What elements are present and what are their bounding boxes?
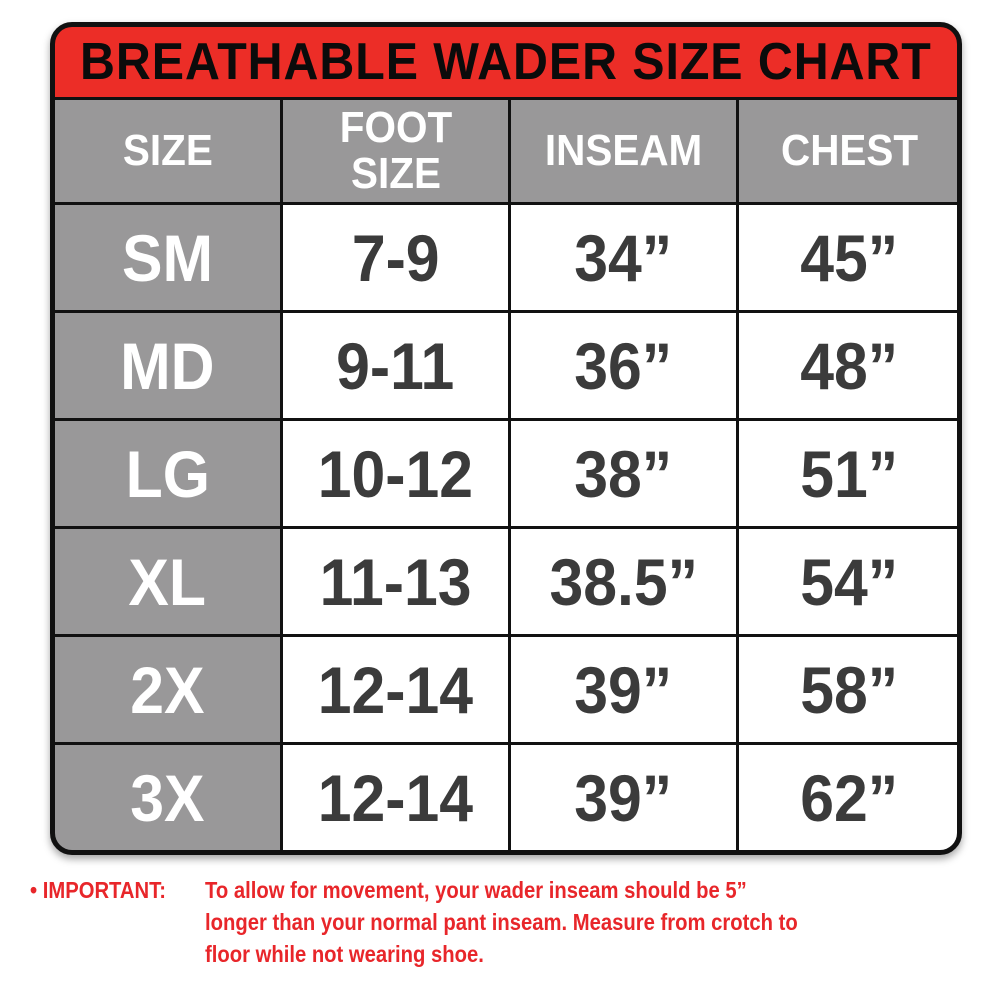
chest-cell: 48”: [739, 313, 957, 418]
size-cell: 3X: [55, 745, 280, 850]
chest-cell: 58”: [739, 637, 957, 742]
header-label: SIZE: [122, 126, 213, 175]
foot-size-cell-value: 7-9: [351, 220, 440, 295]
header-inseam: INSEAM: [511, 100, 736, 202]
size-cell-value: SM: [121, 220, 214, 295]
inseam-cell-value: 39”: [574, 652, 673, 727]
foot-size-cell: 12-14: [283, 637, 508, 742]
foot-size-cell-value: 9-11: [336, 328, 455, 403]
size-cell: SM: [55, 205, 280, 310]
size-cell-value: MD: [120, 328, 215, 403]
header-label: CHEST: [780, 126, 919, 175]
size-cell-value: 3X: [130, 760, 205, 835]
note-line: longer than your normal pant inseam. Mea…: [205, 909, 798, 935]
inseam-cell: 38.5”: [511, 529, 736, 634]
header-size: SIZE: [55, 100, 280, 202]
size-cell: LG: [55, 421, 280, 526]
chest-cell-value: 54”: [800, 544, 899, 619]
foot-size-cell: 9-11: [283, 313, 508, 418]
chest-cell: 45”: [739, 205, 957, 310]
header-foot-size: FOOT SIZE: [283, 100, 508, 202]
inseam-cell-value: 38.5”: [549, 544, 698, 619]
chest-cell-value: 58”: [800, 652, 899, 727]
bullet: •: [30, 877, 38, 903]
inseam-cell-value: 36”: [574, 328, 673, 403]
foot-size-cell: 10-12: [283, 421, 508, 526]
foot-size-cell: 7-9: [283, 205, 508, 310]
inseam-cell: 38”: [511, 421, 736, 526]
size-cell: MD: [55, 313, 280, 418]
chest-cell: 51”: [739, 421, 957, 526]
inseam-cell: 39”: [511, 637, 736, 742]
foot-size-cell: 12-14: [283, 745, 508, 850]
size-cell: 2X: [55, 637, 280, 742]
chest-cell-value: 45”: [800, 220, 899, 295]
note-line: floor while not wearing shoe.: [205, 941, 484, 967]
inseam-cell: 34”: [511, 205, 736, 310]
chest-cell-value: 51”: [800, 436, 899, 511]
inseam-cell: 39”: [511, 745, 736, 850]
chart-title: BREATHABLE WADER SIZE CHART: [80, 33, 932, 91]
header-label: FOOT SIZE: [339, 103, 452, 198]
foot-size-cell-value: 12-14: [317, 760, 474, 835]
note-label: IMPORTANT:: [42, 877, 167, 903]
chest-cell-value: 62”: [800, 760, 899, 835]
size-cell: XL: [55, 529, 280, 634]
foot-size-cell-value: 11-13: [319, 544, 472, 619]
size-cell-value: 2X: [130, 652, 205, 727]
size-cell-value: LG: [125, 436, 210, 511]
inseam-cell-value: 34”: [574, 220, 673, 295]
foot-size-cell: 11-13: [283, 529, 508, 634]
inseam-cell-value: 38”: [574, 436, 673, 511]
note-line: To allow for movement, your wader inseam…: [205, 877, 747, 903]
foot-size-cell-value: 10-12: [317, 436, 474, 511]
chart-title-bar: BREATHABLE WADER SIZE CHART: [55, 27, 957, 97]
chest-cell: 62”: [739, 745, 957, 850]
inseam-cell: 36”: [511, 313, 736, 418]
chest-cell: 54”: [739, 529, 957, 634]
foot-size-cell-value: 12-14: [317, 652, 474, 727]
size-table: SIZE FOOT SIZE INSEAM CHEST SM 7-9 34” 45” M…: [55, 100, 957, 850]
size-cell-value: XL: [128, 544, 207, 619]
size-chart-card: BREATHABLE WADER SIZE CHART SIZE FOOT SI…: [50, 22, 962, 855]
header-chest: CHEST: [739, 100, 957, 202]
important-note: • IMPORTANT: To allow for movement, your …: [30, 874, 879, 970]
inseam-cell-value: 39”: [574, 760, 673, 835]
header-label: INSEAM: [544, 126, 703, 175]
chest-cell-value: 48”: [800, 328, 899, 403]
